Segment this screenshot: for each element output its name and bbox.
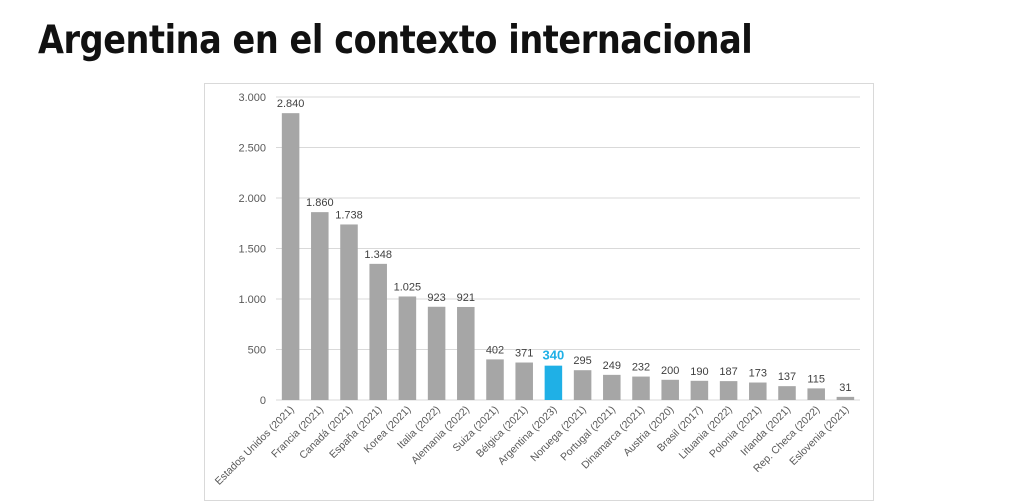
bar <box>281 113 300 400</box>
y-tick-label: 2.500 <box>238 143 266 155</box>
data-label: 232 <box>632 362 650 374</box>
y-tick-label: 0 <box>260 395 266 407</box>
y-tick-label: 1.500 <box>238 244 266 256</box>
y-tick-label: 3.000 <box>238 92 266 104</box>
bar <box>836 396 855 400</box>
data-label: 1.738 <box>335 209 363 221</box>
bar <box>807 388 825 400</box>
bar <box>749 382 767 400</box>
bar <box>515 362 533 400</box>
data-label: 31 <box>839 382 851 394</box>
data-label: 340 <box>543 348 565 363</box>
bar <box>603 374 621 400</box>
bar-highlighted <box>544 365 563 400</box>
bar <box>632 376 650 400</box>
data-label: 923 <box>427 292 445 304</box>
bar <box>398 296 417 400</box>
y-tick-label: 1.000 <box>238 294 266 306</box>
bar <box>690 380 709 400</box>
data-label: 1.860 <box>306 197 334 209</box>
bar <box>573 370 592 400</box>
data-label: 173 <box>749 368 767 380</box>
data-label: 200 <box>661 365 679 377</box>
data-label: 2.840 <box>277 98 305 110</box>
y-axis-tick-labels: 0 500 1.000 1.500 2.000 2.500 3.000 <box>238 92 266 407</box>
data-label: 137 <box>778 371 796 383</box>
data-label: 295 <box>573 355 591 367</box>
page-title: Argentina en el contexto internacional <box>38 18 753 63</box>
bar <box>311 212 329 400</box>
data-label: 115 <box>807 373 825 385</box>
bar <box>719 381 738 400</box>
data-label: 190 <box>690 366 708 378</box>
bar <box>486 359 504 400</box>
data-label: 187 <box>719 366 737 378</box>
data-label: 1.025 <box>394 281 422 293</box>
bar <box>369 263 387 400</box>
data-label: 921 <box>457 292 475 304</box>
bar <box>778 386 796 400</box>
bar <box>661 379 679 400</box>
bar <box>427 306 446 400</box>
y-tick-label: 500 <box>248 345 266 357</box>
chart-bars <box>281 113 855 400</box>
data-label: 249 <box>603 360 621 372</box>
bar <box>457 306 475 400</box>
data-label: 371 <box>515 348 533 360</box>
data-label: 1.348 <box>364 249 392 261</box>
y-tick-label: 2.000 <box>238 193 266 205</box>
data-label: 402 <box>486 344 504 356</box>
bar <box>340 224 358 400</box>
x-axis-tick-labels: Estados Unidos (2021)Francia (2021)Canad… <box>213 404 852 488</box>
